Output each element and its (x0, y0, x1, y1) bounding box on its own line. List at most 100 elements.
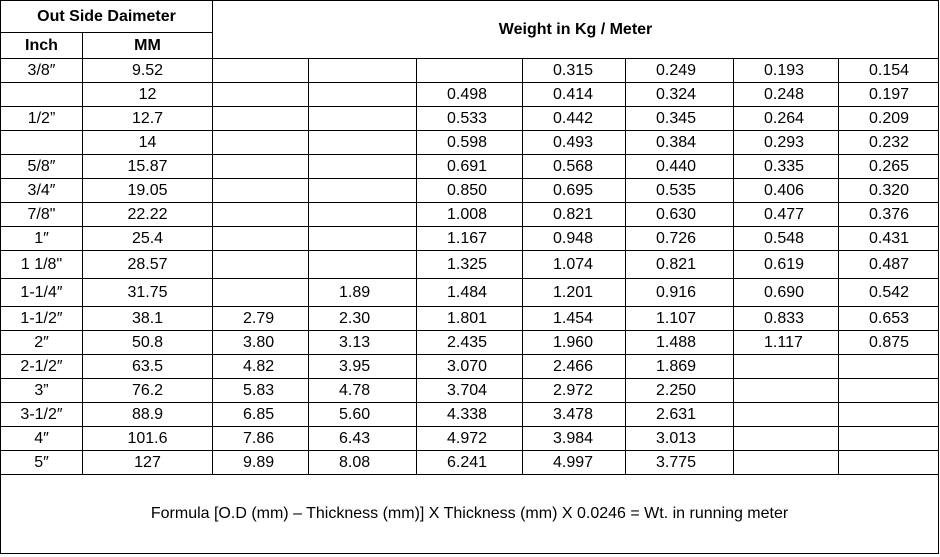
weight-cell: 0.548 (733, 226, 840, 251)
weight-cell: 6.241 (416, 450, 524, 475)
weight-cell (838, 450, 940, 475)
weight-cell (838, 402, 940, 427)
mm-cell: 127 (81, 450, 214, 475)
weight-cell: 0.232 (838, 130, 940, 155)
weight-cell: 2.631 (625, 402, 735, 427)
weight-cell: 0.431 (838, 226, 940, 251)
weight-cell (212, 130, 310, 155)
inch-cell: 3” (0, 378, 83, 403)
inch-cell: 1″ (0, 226, 83, 251)
weight-cell: 4.82 (212, 354, 310, 379)
weight-cell (212, 106, 310, 131)
weight-cell (733, 450, 840, 475)
weight-cell: 1.117 (733, 330, 840, 355)
weight-cell: 0.598 (416, 130, 524, 155)
weight-cell: 0.315 (522, 58, 627, 83)
weight-cell: 0.533 (416, 106, 524, 131)
mm-cell: 9.52 (81, 58, 214, 83)
weight-cell: 4.972 (416, 426, 524, 451)
weight-cell: 0.335 (733, 154, 840, 179)
weight-cell: 2.972 (522, 378, 627, 403)
weight-cell: 0.833 (733, 306, 840, 331)
mm-cell: 12 (81, 82, 214, 107)
weight-cell: 0.197 (838, 82, 940, 107)
weight-cell: 0.493 (522, 130, 627, 155)
outside-diameter-header: Out Side Daimeter (0, 0, 214, 33)
mm-cell: 38.1 (81, 306, 214, 331)
weight-cell (838, 378, 940, 403)
weight-cell: 7.86 (212, 426, 310, 451)
weight-cell: 3.984 (522, 426, 627, 451)
weight-cell: 0.264 (733, 106, 840, 131)
weight-cell: 1.074 (522, 250, 627, 279)
table-row: 1-1/4″ 31.75 1.89 1.484 1.201 0.916 0.690 0.542 (0, 278, 940, 307)
mm-cell: 28.57 (81, 250, 214, 279)
inch-cell: 1/2” (0, 106, 83, 131)
weight-cell (733, 402, 840, 427)
table-row: 7/8" 22.22 1.008 0.821 0.630 0.477 0.376 (0, 202, 940, 227)
weight-cell: 1.454 (522, 306, 627, 331)
weight-cell (308, 250, 418, 279)
table-row: 1 1/8" 28.57 1.325 1.074 0.821 0.619 0.487 (0, 250, 940, 279)
weight-cell: 0.498 (416, 82, 524, 107)
weight-cell: 0.875 (838, 330, 940, 355)
weight-cell: 0.320 (838, 178, 940, 203)
weight-cell: 0.293 (733, 130, 840, 155)
table-row: 3-1/2″ 88.9 6.85 5.60 4.338 3.478 2.631 (0, 402, 940, 427)
weight-cell: 0.345 (625, 106, 735, 131)
mm-cell: 25.4 (81, 226, 214, 251)
weight-cell (838, 354, 940, 379)
weight-cell: 2.466 (522, 354, 627, 379)
weight-header: Weight in Kg / Meter (212, 0, 940, 59)
weight-cell (212, 202, 310, 227)
weight-cell: 2.435 (416, 330, 524, 355)
weight-cell: 2.79 (212, 306, 310, 331)
weight-cell: 0.948 (522, 226, 627, 251)
mm-cell: 50.8 (81, 330, 214, 355)
inch-cell (0, 82, 83, 107)
weight-cell: 5.83 (212, 378, 310, 403)
weight-cell: 0.690 (733, 278, 840, 307)
table-row: 3/8″ 9.52 0.315 0.249 0.193 0.154 (0, 58, 940, 83)
mm-cell: 76.2 (81, 378, 214, 403)
weight-cell: 0.630 (625, 202, 735, 227)
weight-cell: 2.30 (308, 306, 418, 331)
table-row: 5/8″ 15.87 0.691 0.568 0.440 0.335 0.265 (0, 154, 940, 179)
weight-cell: 0.265 (838, 154, 940, 179)
weight-cell: 6.85 (212, 402, 310, 427)
weight-cell: 1.960 (522, 330, 627, 355)
weight-cell (212, 154, 310, 179)
weight-cell: 0.487 (838, 250, 940, 279)
mm-cell: 22.22 (81, 202, 214, 227)
weight-cell: 3.95 (308, 354, 418, 379)
weight-cell (308, 178, 418, 203)
inch-cell: 5/8″ (0, 154, 83, 179)
mm-cell: 14 (81, 130, 214, 155)
table-row: 2″ 50.8 3.80 3.13 2.435 1.960 1.488 1.117 0.875 (0, 330, 940, 355)
mm-cell: 63.5 (81, 354, 214, 379)
weight-cell (733, 426, 840, 451)
weight-cell: 0.695 (522, 178, 627, 203)
weight-cell: 0.248 (733, 82, 840, 107)
inch-cell: 4″ (0, 426, 83, 451)
weight-cell: 0.193 (733, 58, 840, 83)
mm-cell: 12.7 (81, 106, 214, 131)
table-row: 12 0.498 0.414 0.324 0.248 0.197 (0, 82, 940, 107)
weight-cell (212, 250, 310, 279)
weight-cell: 0.440 (625, 154, 735, 179)
mm-cell: 31.75 (81, 278, 214, 307)
inch-cell (0, 130, 83, 155)
weight-cell: 0.249 (625, 58, 735, 83)
weight-cell: 0.154 (838, 58, 940, 83)
mm-cell: 15.87 (81, 154, 214, 179)
weight-cell: 0.477 (733, 202, 840, 227)
table-row: 2-1/2″ 63.5 4.82 3.95 3.070 2.466 1.869 (0, 354, 940, 379)
inch-cell: 5″ (0, 450, 83, 475)
weight-cell: 1.167 (416, 226, 524, 251)
inch-cell: 3/8″ (0, 58, 83, 83)
formula-text: Formula [O.D (mm) – Thickness (mm)] X Th… (0, 474, 940, 554)
weight-cell: 0.821 (522, 202, 627, 227)
weight-cell: 0.324 (625, 82, 735, 107)
weight-cell: 0.209 (838, 106, 940, 131)
